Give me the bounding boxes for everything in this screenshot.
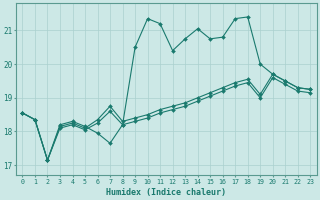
X-axis label: Humidex (Indice chaleur): Humidex (Indice chaleur) [106, 188, 226, 197]
